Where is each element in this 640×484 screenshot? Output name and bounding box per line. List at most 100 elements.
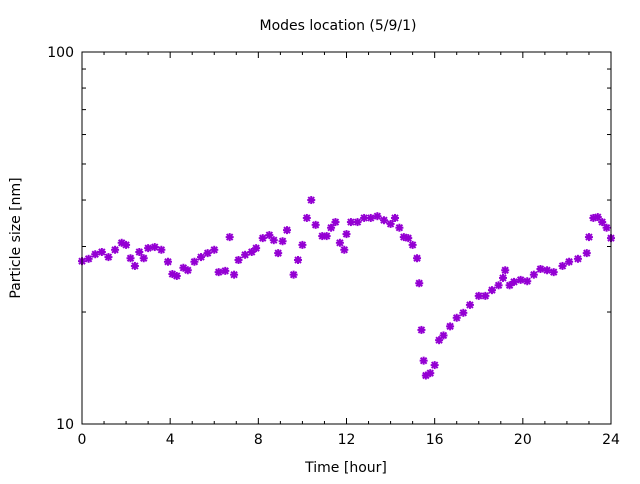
data-point (190, 257, 199, 266)
x-tick-label: 20 (514, 432, 532, 448)
data-point (241, 250, 250, 259)
data-point (379, 216, 388, 225)
data-point (408, 240, 417, 249)
data-point (395, 223, 404, 232)
data-point (419, 356, 428, 365)
data-point (139, 254, 148, 263)
data-point (543, 266, 552, 275)
data-point (210, 245, 219, 254)
data-point (252, 244, 261, 253)
data-point (269, 236, 278, 245)
x-tick-label: 8 (254, 432, 263, 448)
data-point (487, 286, 496, 295)
data-point (126, 254, 135, 263)
data-point (302, 213, 311, 222)
data-point (498, 273, 507, 282)
data-point (598, 218, 607, 227)
y-axis-label: Particle size [nm] (8, 177, 24, 298)
data-point (91, 250, 100, 259)
x-tick-label: 16 (426, 432, 444, 448)
data-point (311, 220, 320, 229)
x-tick-label: 4 (166, 432, 175, 448)
data-point (225, 233, 234, 242)
data-point (549, 268, 558, 277)
data-point (573, 254, 582, 263)
data-point (130, 261, 139, 270)
data-point (104, 253, 113, 262)
data-point (342, 230, 351, 239)
data-point (494, 281, 503, 290)
data-point (353, 218, 362, 227)
data-point (84, 254, 93, 263)
data-point (230, 270, 239, 279)
data-point (307, 196, 316, 205)
data-point (172, 271, 181, 280)
data-point (322, 232, 331, 241)
data-point (602, 223, 611, 232)
data-point (529, 270, 538, 279)
y-tick-label: 100 (47, 45, 74, 61)
data-point (163, 257, 172, 266)
data-point (516, 275, 525, 284)
data-point (390, 213, 399, 222)
data-point (258, 234, 267, 243)
data-point (481, 291, 490, 300)
data-point (335, 238, 344, 247)
data-point (465, 300, 474, 309)
data-point (150, 243, 159, 252)
data-point (415, 279, 424, 288)
data-point (203, 249, 212, 258)
data-point (510, 277, 519, 286)
data-point (584, 233, 593, 242)
y-tick-label: 10 (56, 417, 74, 433)
data-point (97, 247, 106, 256)
data-point (536, 265, 545, 274)
data-point (111, 245, 120, 254)
data-point (430, 361, 439, 370)
data-point (366, 213, 375, 222)
data-point (373, 212, 382, 221)
x-axis-label: Time [hour] (304, 460, 387, 476)
data-point (157, 245, 166, 254)
data-point (327, 223, 336, 232)
data-point (386, 219, 395, 228)
data-point (144, 244, 153, 253)
data-point (247, 247, 256, 256)
data-point (282, 226, 291, 235)
data-point (294, 255, 303, 264)
data-point (558, 261, 567, 270)
data-point (505, 281, 514, 290)
data-point (426, 369, 435, 378)
data-point (439, 331, 448, 340)
data-point (331, 218, 340, 227)
data-point (289, 270, 298, 279)
data-point (413, 254, 422, 263)
data-point (214, 268, 223, 277)
data-point (523, 277, 532, 286)
plot-frame (81, 51, 612, 425)
x-tick-label: 0 (78, 432, 87, 448)
data-point (122, 240, 131, 249)
data-point (274, 249, 283, 258)
data-point (278, 237, 287, 246)
data-point (404, 234, 413, 243)
data-point (197, 253, 206, 262)
data-point (340, 245, 349, 254)
data-point (446, 322, 455, 331)
data-point (417, 325, 426, 334)
data-point (459, 308, 468, 317)
x-tick-label: 24 (602, 432, 620, 448)
data-point (582, 249, 591, 258)
data-point (298, 240, 307, 249)
data-point (221, 266, 230, 275)
data-point (234, 255, 243, 264)
data-point (452, 313, 461, 322)
x-tick-label: 12 (338, 432, 356, 448)
data-point (183, 266, 192, 275)
data-point (565, 257, 574, 266)
data-point (501, 266, 510, 275)
chart-title: Modes location (5/9/1) (260, 18, 417, 34)
data-point (135, 247, 144, 256)
